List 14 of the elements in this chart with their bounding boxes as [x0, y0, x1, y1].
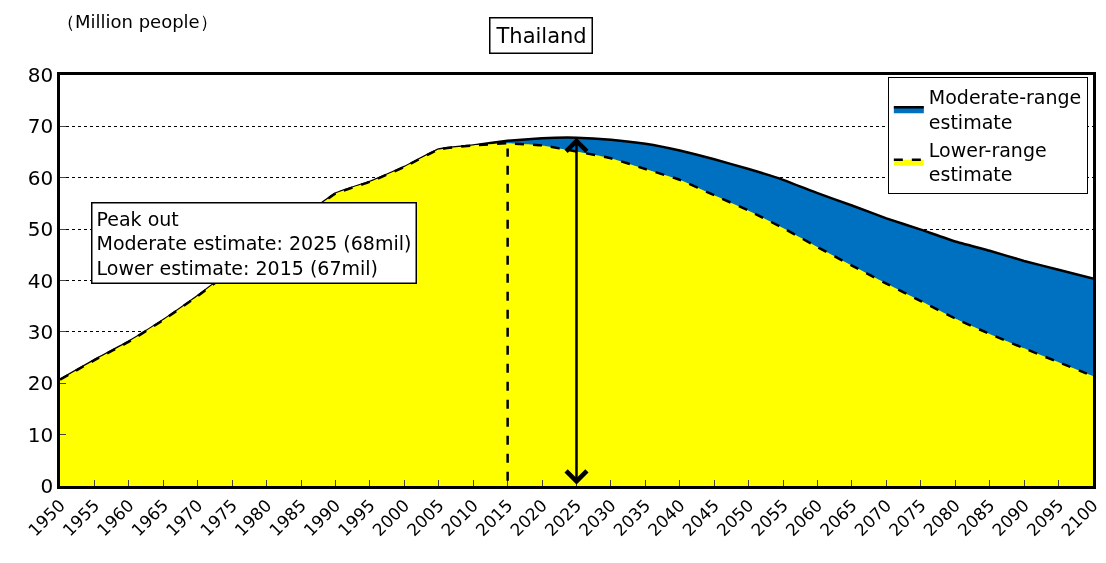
- y-tick-label: 50: [27, 217, 54, 242]
- annotation: Peak out Moderate estimate: 2025 (68mil) Lower estimate: 2015 (67mil): [96, 207, 412, 279]
- y-tick-label: 40: [27, 268, 54, 293]
- chart-title: Thailand: [495, 23, 587, 48]
- legend-label: Lower-range estimate: [928, 138, 1047, 186]
- y-tick-label: 70: [27, 114, 54, 139]
- legend-label: Moderate-range estimate: [928, 86, 1082, 134]
- y-tick-label: 80: [27, 63, 54, 87]
- y-tick-label: 10: [27, 422, 54, 447]
- y-tick-label: 30: [27, 319, 54, 344]
- y-tick-label: 20: [27, 371, 54, 396]
- y-tick-label: 0: [40, 474, 54, 498]
- y-axis-title: （Million people）: [57, 11, 218, 32]
- y-tick-label: 60: [27, 165, 54, 190]
